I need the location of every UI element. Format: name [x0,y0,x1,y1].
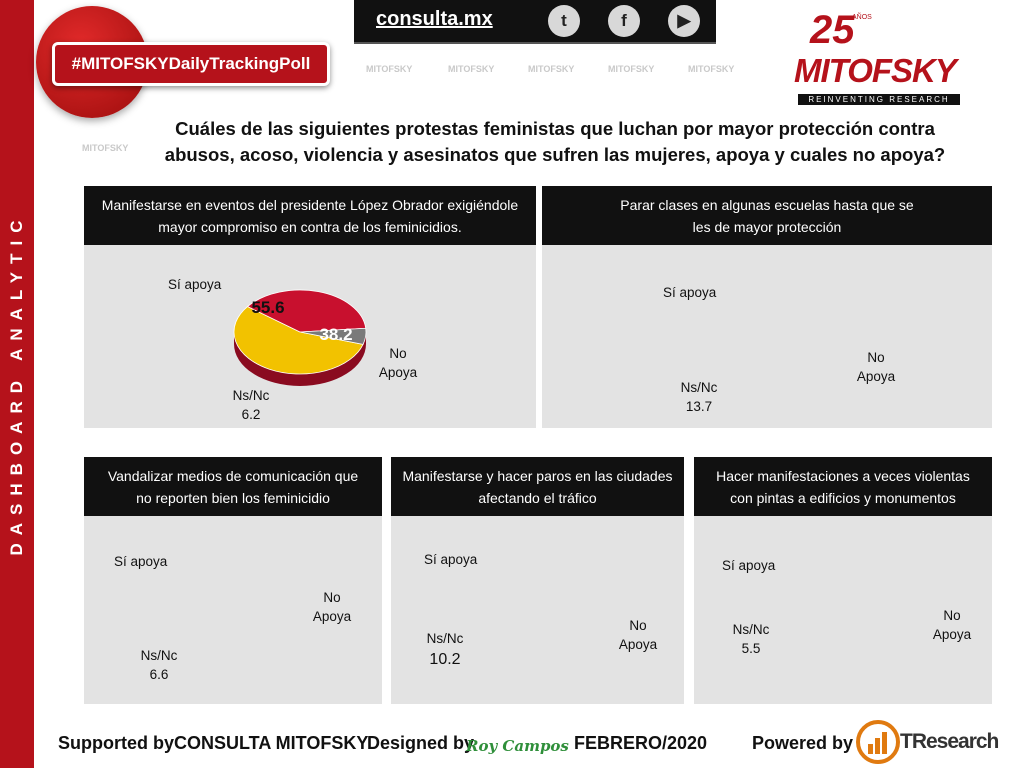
watermark: MITOFSKY [82,143,129,153]
footer-designer-signature: Roy Campos [466,737,569,755]
tresearch-icon [856,720,900,764]
chart-panel-2 [542,245,992,428]
label-ns-2: Ns/Nc 13.7 [674,378,724,416]
label-si-3: Sí apoya [114,554,168,569]
label-no-1: No Apoya [378,346,418,380]
chart-title-text-3: Vandalizar medios de comunicación que no… [107,467,359,506]
logo-name: MITOFSKY [794,52,957,89]
watermark: MITOFSKY [688,64,735,74]
chart-panel-3 [84,516,382,704]
chart-title-text-5: Hacer manifestaciones a veces violentas … [716,467,970,506]
question-title: Cuáles de las siguientes protestas femin… [164,118,946,165]
chart-title-text-1: Manifestarse en eventos del presidente L… [101,196,519,235]
label-no-5: No Apoya [932,608,972,642]
chart-panel-5 [694,516,992,704]
label-no-4: No Apoya [618,618,658,652]
chart-title-3: Vandalizar medios de comunicación que no… [84,457,382,516]
label-ns-4: Ns/Nc 10.2 [420,628,470,670]
pie-slice-1-ns [299,327,367,345]
watermark: MITOFSKY [528,64,575,74]
facebook-icon[interactable]: f [608,5,640,37]
label-si-1: Sí apoya [168,277,222,292]
chart-title-text-4: Manifestarse y hacer paros en las ciudad… [402,467,673,506]
pie-value-1-no: 38.2 [319,325,352,344]
sidebar: DASHBOARD ANALYTIC [0,0,34,768]
logo-tagline: REINVENTING RESEARCH [798,94,960,105]
pie-side-1 [234,332,366,386]
label-ns-value-2: 13.7 [685,399,713,414]
pie-slice-1-si [233,306,364,375]
tresearch-logo: TResearch [856,716,999,764]
label-ns-value-5: 5.5 [741,641,761,656]
youtube-icon[interactable]: ▶ [668,5,700,37]
label-ns-value-4: 10.2 [429,651,461,668]
label-ns-value-1: 6.2 [241,407,261,422]
label-si-4: Sí apoya [424,552,478,567]
chart-title-text-2: Parar clases en algunas escuelas hasta q… [620,196,914,235]
chart-title-2: Parar clases en algunas escuelas hasta q… [542,186,992,245]
label-ns-value-3: 6.6 [149,667,169,682]
pie-value-1-si: 55.6 [251,298,284,317]
label-ns-name-2: Ns/Nc [680,380,718,395]
label-ns-name-4: Ns/Nc [426,631,464,646]
logo-number: 25 [810,8,855,52]
label-ns-name-3: Ns/Nc [140,648,178,663]
footer-powered: Powered by [752,733,854,753]
chart-title-1: Manifestarse en eventos del presidente L… [84,186,536,245]
chart-title-4: Manifestarse y hacer paros en las ciudad… [391,457,684,516]
label-si-2: Sí apoya [663,285,717,300]
footer-supported: Supported by [58,733,174,753]
label-ns-1: Ns/Nc 6.2 [226,386,276,424]
label-ns-name-1: Ns/Nc [232,388,270,403]
footer-designed: Designed by [367,733,475,753]
label-ns-name-5: Ns/Nc [732,622,770,637]
pie-slice-1-no [246,289,367,333]
watermark: MITOFSKY [608,64,655,74]
label-no-2: No Apoya [856,350,896,384]
footer-date: FEBRERO/2020 [574,733,708,753]
tresearch-name: TResearch [900,730,999,753]
watermark: MITOFSKY [366,64,413,74]
label-si-5: Sí apoya [722,558,776,573]
label-no-3: No Apoya [312,590,352,624]
site-link[interactable]: consulta.mx [376,8,493,30]
footer-consulta: CONSULTA MITOFSKY [174,733,369,753]
mitofsky-logo: 25 AÑOS MITOFSKY REINVENTING RESEARCH [790,8,970,108]
hashtag-badge[interactable]: #MITOFSKYDailyTrackingPoll [52,42,330,86]
logo-anos: AÑOS [852,14,872,21]
label-ns-3: Ns/Nc 6.6 [134,646,184,684]
chart-title-5: Hacer manifestaciones a veces violentas … [694,457,992,516]
label-ns-5: Ns/Nc 5.5 [726,620,776,658]
top-bar: consulta.mx t f ▶ [354,0,716,44]
twitter-icon[interactable]: t [548,5,580,37]
chart-panel-4 [391,516,684,704]
watermark: MITOFSKY [448,64,495,74]
